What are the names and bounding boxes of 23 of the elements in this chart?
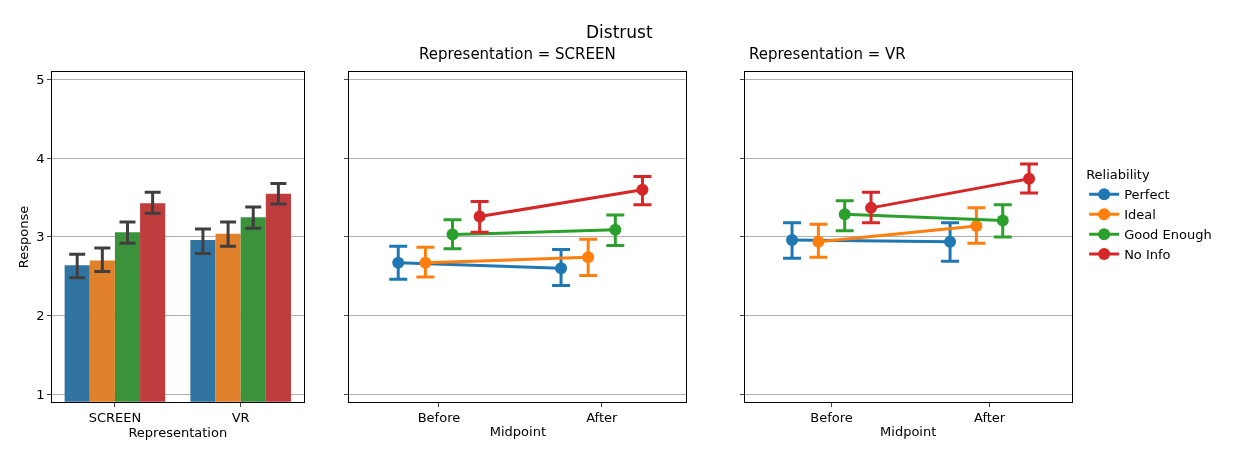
chart-title: Representation = VR: [749, 45, 906, 63]
chart-title: Distrust: [586, 22, 653, 42]
x-axis-title: Midpoint: [880, 424, 937, 440]
x-tick-label: VR: [231, 410, 250, 426]
legend-label: Ideal: [1124, 207, 1156, 223]
x-tick-label: Before: [810, 410, 853, 426]
legend-title: Reliability: [1086, 167, 1150, 183]
legend-label: Perfect: [1124, 187, 1170, 203]
x-tick-label: SCREEN: [88, 410, 142, 426]
y-tick-label: 2: [36, 308, 45, 324]
x-tick-label: Before: [417, 410, 461, 426]
legend-label: Good Enough: [1124, 227, 1212, 243]
y-tick-label: 1: [36, 386, 45, 402]
legend-label: No Info: [1124, 247, 1171, 263]
x-axis-title: Midpoint: [489, 424, 547, 440]
chart-subtitle: Representation = SCREEN: [419, 45, 616, 63]
y-tick-label: 3: [36, 229, 45, 245]
y-axis-title: Response: [16, 205, 32, 269]
x-tick-label: After: [973, 410, 1006, 426]
y-tick-label: 5: [36, 72, 45, 88]
y-tick-label: 4: [36, 150, 45, 166]
x-tick-label: After: [586, 410, 619, 426]
x-axis-title: Representation: [128, 425, 228, 441]
